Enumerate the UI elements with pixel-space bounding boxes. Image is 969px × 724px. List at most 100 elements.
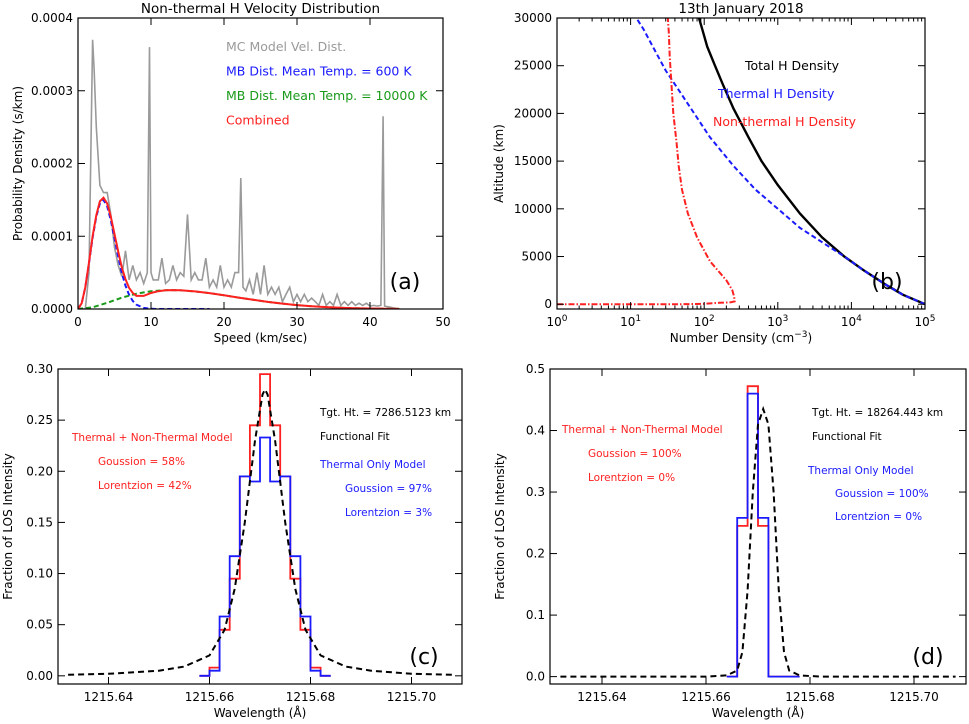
series-mb-dist-mean-temp-10000-k xyxy=(78,289,400,309)
plot-frame xyxy=(556,17,926,310)
y-tick-label: 0.00 xyxy=(26,669,53,683)
data-layer xyxy=(68,373,452,677)
x-tick-label: 1215.70 xyxy=(889,690,939,704)
y-tick-label: 0.10 xyxy=(26,567,53,581)
series-mc-model-vel-dist- xyxy=(78,39,400,309)
y-tick-label: 0.0004 xyxy=(31,11,73,25)
tick-base: 10 xyxy=(841,315,856,329)
model2-title: Thermal Only Model xyxy=(807,465,914,477)
series-non-thermal-h-density xyxy=(557,18,736,306)
y-tick-label: 0.0000 xyxy=(31,302,73,316)
y-tick-label: 0.2 xyxy=(526,547,545,561)
series-functional-fit xyxy=(68,387,452,676)
x-axis-label: Speed (km/sec) xyxy=(214,331,308,345)
y-tick-label: 0.30 xyxy=(26,362,53,376)
x-axis-label: Wavelength (Å) xyxy=(712,705,805,720)
tick-base: 10 xyxy=(620,315,635,329)
x-tick-label: 1215.64 xyxy=(84,690,134,704)
legend-entry: Non-thermal H Density xyxy=(713,114,857,129)
data-layer xyxy=(560,385,956,678)
x-axis-label-end: ) xyxy=(808,331,813,345)
y-axis-label: Fraction of LOS Intensity xyxy=(493,453,507,599)
x-axis-label-sup: −3 xyxy=(794,330,807,340)
model2-gaussian: Goussion = 100% xyxy=(835,488,929,500)
x-tick-label: 1215.64 xyxy=(577,690,627,704)
chart-title: Non-thermal H Velocity Distribution xyxy=(141,1,380,17)
x-axis-label: Number Density (cm−3) xyxy=(670,330,812,345)
panel-b: 100 101 102 103 104 1050500010000150002000025… xyxy=(492,1,936,345)
panel-a: 0 10 20 30 40 50 0.0000 0.0001 0.0002 0.0003 0.000… xyxy=(11,1,451,345)
y-tick-label: 15000 xyxy=(514,154,552,168)
panel-d: 1215.64 1215.66 1215.68 1215.70 0.0 0.1 0.2 0.3… xyxy=(493,362,967,720)
x-tick-label: 104 xyxy=(841,314,862,329)
y-tick-label: 0.3 xyxy=(526,485,545,499)
x-tick-label: 103 xyxy=(767,314,788,329)
y-tick-label: 0.0001 xyxy=(31,229,73,243)
legend-entry: Total H Density xyxy=(744,58,840,73)
x-tick-label: 1215.70 xyxy=(387,690,437,704)
x-tick-label: 30 xyxy=(289,315,304,329)
x-tick-label: 40 xyxy=(362,315,377,329)
legend-entry: MC Model Vel. Dist. xyxy=(226,39,346,54)
functional-fit-label: Functional Fit xyxy=(320,431,390,443)
model2-title: Thermal Only Model xyxy=(319,459,426,471)
panel-label: (b) xyxy=(871,270,902,295)
plot-frame xyxy=(57,368,463,685)
target-height: Tgt. Ht. = 18264.443 km xyxy=(811,407,943,419)
data-layer xyxy=(557,18,925,306)
model2-lorentzian: Lorentzion = 3% xyxy=(345,507,432,519)
y-tick-label: 0 xyxy=(544,297,552,311)
y-tick-label: 25000 xyxy=(514,59,552,73)
y-tick-label: 0.5 xyxy=(526,362,545,376)
series-thermal-h-density xyxy=(635,18,925,306)
model2-lorentzian: Lorentzion = 0% xyxy=(835,511,922,523)
x-tick-label: 1215.66 xyxy=(185,690,235,704)
model1-title: Thermal + Non-Thermal Model xyxy=(561,424,723,436)
model1-gaussian: Goussion = 58% xyxy=(98,456,185,468)
legend-entry: Combined xyxy=(226,113,290,128)
x-tick-label: 0 xyxy=(74,315,82,329)
series-thermal-only-model xyxy=(199,436,331,677)
y-tick-label: 30000 xyxy=(514,11,552,25)
y-tick-label: 0.0003 xyxy=(31,84,73,98)
series-thermal-non-thermal-model xyxy=(199,373,331,677)
y-axis-label: Altitude (km) xyxy=(492,124,506,203)
tick-exp: 2 xyxy=(709,314,715,324)
y-tick-label: 0.4 xyxy=(526,424,545,438)
x-tick-label: 100 xyxy=(546,314,567,329)
y-tick-label: 20000 xyxy=(514,106,552,120)
y-tick-label: 0.1 xyxy=(526,608,545,622)
target-height: Tgt. Ht. = 7286.5123 km xyxy=(319,407,451,419)
y-tick-label: 0.20 xyxy=(26,464,53,478)
y-tick-label: 5000 xyxy=(521,250,552,264)
tick-exp: 4 xyxy=(856,314,862,324)
tick-exp: 5 xyxy=(930,314,936,324)
legend-entry: MB Dist. Mean Temp. = 600 K xyxy=(226,64,412,79)
panel-c: 1215.64 1215.66 1215.68 1215.70 0.00 0.05 0.10… xyxy=(1,362,463,720)
y-tick-label: 0.0002 xyxy=(31,157,73,171)
x-axis-label: Wavelength (Å) xyxy=(214,705,307,720)
x-tick-label: 1215.68 xyxy=(785,690,835,704)
panel-label: (a) xyxy=(390,270,421,295)
functional-fit-label: Functional Fit xyxy=(812,431,882,443)
x-tick-label: 1215.66 xyxy=(681,690,731,704)
x-tick-label: 105 xyxy=(914,314,935,329)
tick-exp: 1 xyxy=(635,314,641,324)
series-functional-fit xyxy=(560,405,956,678)
chart-title: 13th January 2018 xyxy=(678,1,803,17)
legend-entry: Thermal H Density xyxy=(717,86,835,101)
legend-entry: MB Dist. Mean Temp. = 10000 K xyxy=(226,88,428,103)
tick-base: 10 xyxy=(546,315,561,329)
x-tick-label: 20 xyxy=(216,315,231,329)
tick-exp: 0 xyxy=(562,314,568,324)
tick-base: 10 xyxy=(767,315,782,329)
y-axis-label: Fraction of LOS Intensity xyxy=(1,453,15,599)
tick-exp: 3 xyxy=(783,314,789,324)
y-tick-label: 0.25 xyxy=(26,413,53,427)
y-tick-label: 10000 xyxy=(514,202,552,216)
series-combined xyxy=(78,196,400,309)
y-tick-label: 0.05 xyxy=(26,618,53,632)
tick-base: 10 xyxy=(694,315,709,329)
model2-gaussian: Goussion = 97% xyxy=(345,483,432,495)
